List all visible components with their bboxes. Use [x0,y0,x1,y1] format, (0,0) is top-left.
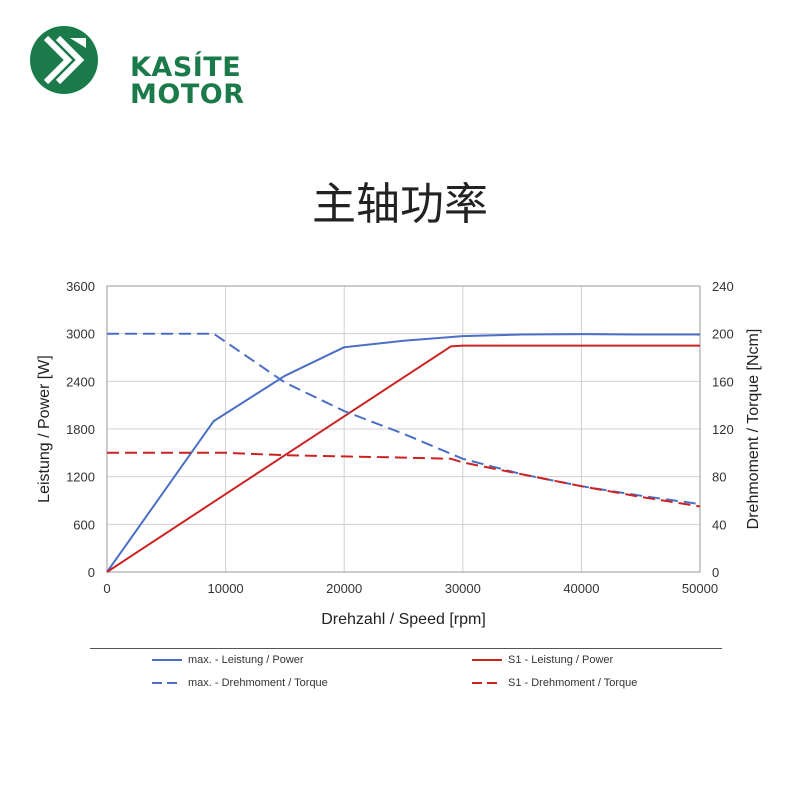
brand-name-line2: MOTOR [130,79,245,110]
x-tick-label: 10000 [208,581,244,596]
legend-entry: S1 - Leistung / Power [472,653,613,667]
x-tick-label: 20000 [326,581,362,596]
legend-swatch [472,682,502,684]
series-line [107,451,701,508]
page-title: 主轴功率 [312,179,488,230]
x-tick-label: 40000 [563,581,599,596]
brand-name-line1: KASÍTE [130,52,242,83]
legend-label: max. - Drehmoment / Torque [188,677,328,689]
y-right-tick-label: 80 [712,470,726,485]
power-torque-chart: 0 10000 20000 30000 40000 5000006001200180024… [36,279,762,628]
y-left-tick-label: 1200 [66,470,95,485]
legend-entry: S1 - Drehmoment / Torque [472,676,637,690]
y-right-tick-label: 120 [712,422,734,437]
y-right-tick-label: 240 [712,279,734,294]
x-tick-label: 30000 [445,581,481,596]
y-left-tick-label: 600 [73,517,95,532]
series-line [106,333,700,573]
brand-name: KASÍTE MOTOR [130,54,244,108]
y-right-tick-label: 0 [712,565,719,580]
y-left-tick-label: 3000 [66,327,95,342]
legend-label: S1 - Leistung / Power [508,654,614,666]
legend-swatch [152,682,182,684]
y-left-axis-label: Leistung / Power [W] [36,355,53,503]
legend-label: max. - Leistung / Power [188,654,304,666]
y-right-axis-label: Drehmoment / Torque [Ncm] [745,329,762,530]
brand-logo: KASÍTE MOTOR [28,24,268,108]
plot-frame [106,285,701,573]
y-right-tick-label: 160 [712,374,734,389]
y-right-tick-label: 40 [712,517,726,532]
brand-emblem-icon [30,26,98,94]
y-left-tick-label: 2400 [66,374,95,389]
series-line [107,332,701,506]
x-axis-label: Drehzahl / Speed [rpm] [321,611,486,628]
legend-divider [90,648,722,649]
x-tick-label: 0 [103,581,110,596]
legend-swatch [472,659,502,661]
legend-entry: max. - Leistung / Power [152,653,304,667]
y-right-tick-label: 200 [712,327,734,342]
legend-label: S1 - Drehmoment / Torque [508,677,638,689]
legend-entry: max. - Drehmoment / Torque [152,676,328,690]
legend-swatch [152,659,182,661]
y-left-tick-label: 0 [88,565,95,580]
series-line [106,344,700,573]
x-tick-label: 50000 [682,581,718,596]
y-left-tick-label: 1800 [66,422,95,437]
y-left-tick-label: 3600 [66,279,95,294]
